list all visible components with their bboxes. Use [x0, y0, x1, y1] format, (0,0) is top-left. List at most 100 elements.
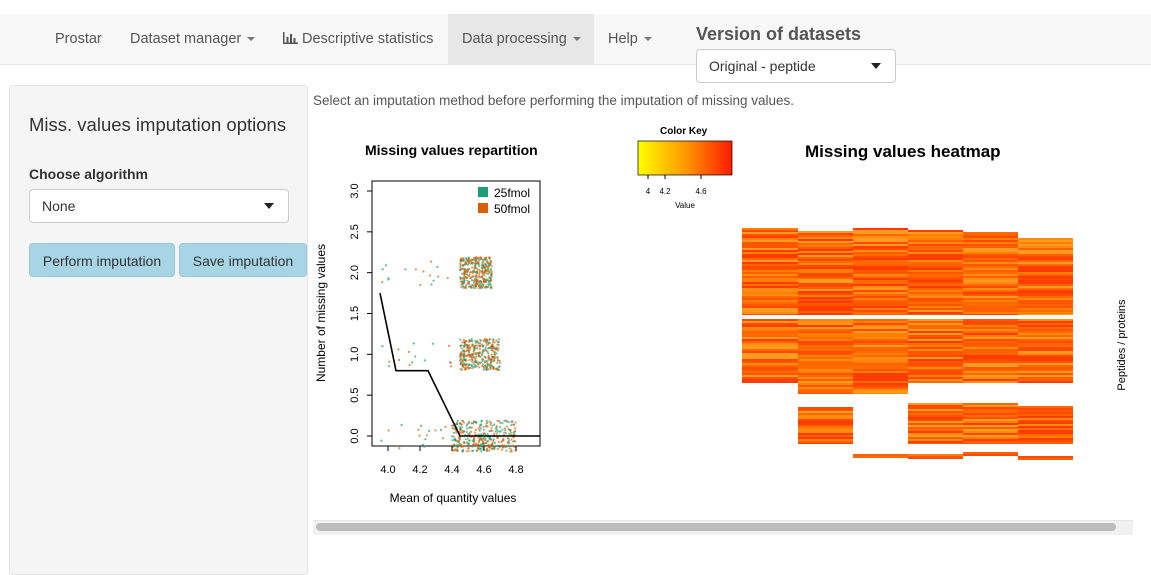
heatmap-cell: [798, 379, 853, 381]
heatmap-cell: [908, 365, 963, 367]
scatter-point: [485, 419, 488, 422]
heatmap-cell: [798, 255, 853, 257]
scatter-point: [471, 343, 474, 347]
heatmap-cell: [798, 381, 853, 383]
heatmap-cell: [742, 238, 798, 240]
y-tick-label: 2.0: [349, 265, 361, 280]
scatter-point: [489, 256, 492, 260]
scatter-point: [495, 367, 499, 370]
nav-descriptive-statistics[interactable]: Descriptive statistics: [270, 14, 446, 64]
scatter-point: [462, 258, 466, 261]
heatmap-cell: [853, 260, 908, 262]
heatmap-cell: [908, 321, 963, 323]
heatmap-cell: [963, 443, 1018, 444]
heatmap-cell: [853, 288, 908, 290]
scatter-point: [486, 265, 489, 268]
heatmap-cell: [908, 266, 963, 268]
scatter-point: [490, 349, 493, 352]
heatmap-cell: [742, 337, 798, 339]
heatmap-cell: [742, 365, 798, 367]
heatmap-cell: [908, 242, 963, 244]
scatter-point: [450, 435, 454, 438]
heatmap-cell: [963, 327, 1018, 329]
nav-data-processing[interactable]: Data processing: [448, 14, 594, 64]
heatmap-cell: [798, 377, 853, 379]
scatter-point: [489, 360, 493, 363]
save-imputation-button[interactable]: Save imputation: [179, 243, 307, 277]
algorithm-select[interactable]: None: [29, 189, 289, 223]
scatter-point: [410, 361, 414, 364]
heatmap-cell: [798, 277, 853, 279]
scatter-point: [462, 338, 465, 342]
heatmap-cell: [798, 383, 853, 385]
heatmap-cell: [963, 441, 1018, 443]
scatter-point: [482, 425, 485, 428]
scatter-point: [498, 446, 501, 449]
scatter-point: [501, 439, 504, 442]
version-select[interactable]: Original - peptide: [696, 49, 896, 83]
heatmap-cell: [908, 270, 963, 272]
heatmap-cell: [853, 262, 908, 264]
scatter-point: [483, 279, 486, 282]
heatmap-cell: [1018, 363, 1073, 365]
nav-dataset-manager[interactable]: Dataset manager: [117, 14, 268, 64]
scatter-point: [464, 364, 467, 367]
heatmap-cell: [742, 282, 798, 284]
heatmap-cell: [798, 387, 853, 389]
scatter-point: [490, 427, 493, 430]
heatmap-cell: [853, 234, 908, 236]
heatmap-cell: [963, 343, 1018, 345]
scatter-point: [475, 365, 478, 368]
scatter-point: [458, 425, 462, 429]
scatter-point: [493, 359, 496, 362]
heatmap-cell: [853, 314, 908, 315]
scatter-point: [472, 256, 476, 259]
heatmap-cell: [798, 263, 853, 265]
nav-prostar[interactable]: Prostar: [42, 14, 115, 64]
heatmap-cell: [908, 415, 963, 417]
heatmap-cell: [742, 290, 798, 292]
scatter-point: [469, 285, 472, 288]
scatter-point: [510, 438, 513, 441]
heatmap-cell: [1018, 371, 1073, 373]
scatter-point: [485, 269, 488, 273]
nav-help[interactable]: Help: [595, 14, 665, 64]
scatter-point: [414, 355, 417, 358]
heatmap-cell: [963, 361, 1018, 363]
heatmap-cell: [1018, 430, 1073, 432]
scatter-point: [481, 363, 484, 366]
heatmap-cell: [908, 363, 963, 365]
heatmap-cell: [798, 339, 853, 341]
heatmap-cell: [853, 308, 908, 310]
scatter-point: [471, 360, 474, 363]
heatmap-cell: [963, 419, 1018, 421]
heatmap-cell: [963, 345, 1018, 347]
scatter-point: [462, 256, 465, 260]
heatmap-cell: [1018, 282, 1073, 284]
heatmap-cell: [742, 310, 798, 312]
scatter-point: [501, 422, 504, 425]
scatter-point: [466, 279, 469, 282]
heatmap-cell: [742, 333, 798, 335]
heatmap-cell: [1018, 252, 1073, 254]
scatter-point: [482, 264, 485, 268]
heatmap-cell: [853, 282, 908, 284]
heatmap-cell: [742, 260, 798, 262]
scatter-point: [456, 439, 459, 442]
scatter-point: [486, 432, 489, 436]
heatmap-cell: [798, 373, 853, 375]
heatmap-cell: [742, 347, 798, 349]
heatmap-cell: [853, 230, 908, 232]
scatter-point: [476, 283, 479, 286]
scatter-point: [487, 356, 490, 359]
heatmap-cell: [1018, 321, 1073, 323]
heatmap-cell: [908, 314, 963, 315]
x-tick-label: 4.8: [508, 464, 523, 476]
scatter-point: [476, 347, 479, 350]
scrollbar-thumb[interactable]: [316, 523, 1116, 531]
heatmap-cell: [908, 240, 963, 242]
scatter-point: [489, 285, 492, 288]
heatmap-cell: [1018, 420, 1073, 422]
perform-imputation-button[interactable]: Perform imputation: [29, 243, 175, 277]
heatmap-cell: [742, 240, 798, 242]
